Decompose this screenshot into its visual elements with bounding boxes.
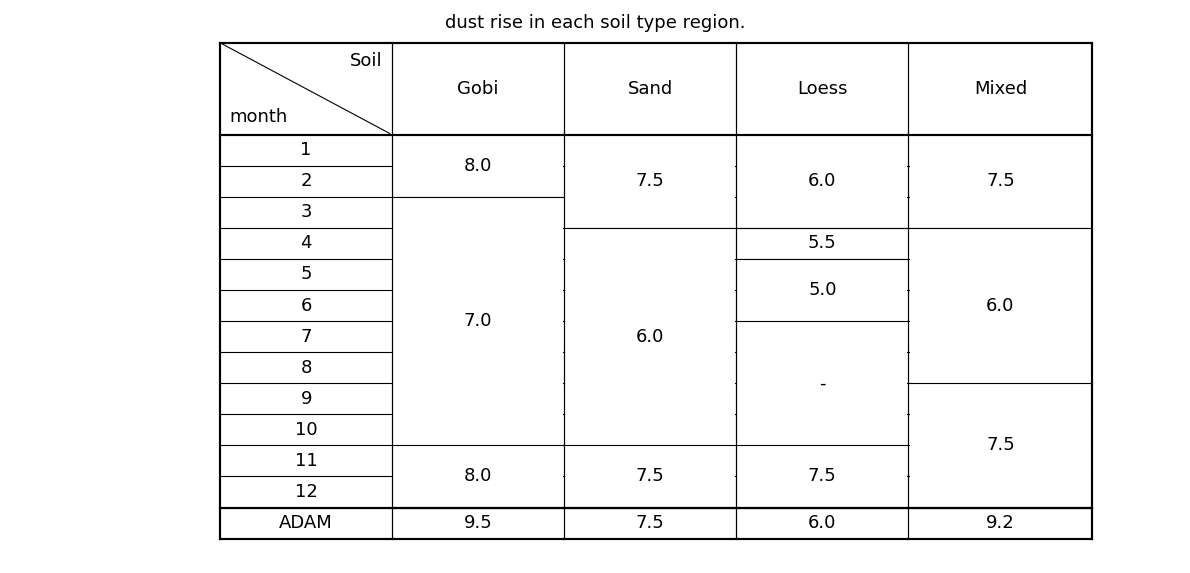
Text: 5.0: 5.0 (808, 281, 837, 299)
Bar (738, 446, 907, 507)
Bar (909, 229, 1091, 383)
Text: 7: 7 (300, 328, 312, 346)
Text: 7.5: 7.5 (987, 172, 1015, 190)
Text: 4: 4 (300, 234, 312, 253)
Text: 2: 2 (300, 172, 312, 190)
Text: 6.0: 6.0 (808, 172, 837, 190)
Text: Sand: Sand (627, 80, 672, 98)
Text: Loess: Loess (797, 80, 847, 98)
Text: 11: 11 (295, 452, 318, 470)
Bar (394, 446, 563, 507)
Text: 12: 12 (295, 483, 318, 501)
Bar (565, 229, 735, 445)
Bar (565, 135, 735, 227)
Text: 6: 6 (301, 297, 312, 315)
Text: 7.5: 7.5 (808, 468, 837, 485)
Text: 6.0: 6.0 (637, 328, 664, 346)
Bar (909, 135, 1091, 227)
Text: 6.0: 6.0 (808, 514, 837, 532)
Bar (565, 446, 735, 507)
Text: 9.5: 9.5 (464, 514, 493, 532)
Bar (738, 260, 907, 320)
Text: 5.5: 5.5 (808, 234, 837, 253)
Text: ADAM: ADAM (280, 514, 333, 532)
Text: 7.5: 7.5 (635, 468, 665, 485)
Text: 7.5: 7.5 (987, 437, 1015, 454)
Bar (738, 321, 907, 445)
Text: 7.5: 7.5 (635, 514, 665, 532)
Text: 7.5: 7.5 (635, 172, 665, 190)
Text: 8.0: 8.0 (464, 157, 493, 175)
Text: dust rise in each soil type region.: dust rise in each soil type region. (445, 14, 745, 32)
Text: 9: 9 (300, 390, 312, 408)
Bar (909, 384, 1091, 507)
Text: 5: 5 (300, 265, 312, 284)
Text: 8: 8 (301, 359, 312, 376)
Text: 7.0: 7.0 (464, 312, 493, 330)
Text: Soil: Soil (350, 52, 383, 69)
Text: month: month (230, 108, 288, 126)
Text: 9.2: 9.2 (987, 514, 1015, 532)
Bar (394, 135, 563, 196)
Bar (738, 135, 907, 227)
Text: 8.0: 8.0 (464, 468, 493, 485)
Text: 6.0: 6.0 (987, 297, 1015, 315)
Text: Gobi: Gobi (457, 80, 499, 98)
Text: 3: 3 (300, 203, 312, 221)
Bar (394, 197, 563, 445)
Text: -: - (819, 374, 826, 393)
Text: Mixed: Mixed (973, 80, 1027, 98)
Text: 1: 1 (301, 141, 312, 159)
Text: 10: 10 (295, 421, 318, 439)
